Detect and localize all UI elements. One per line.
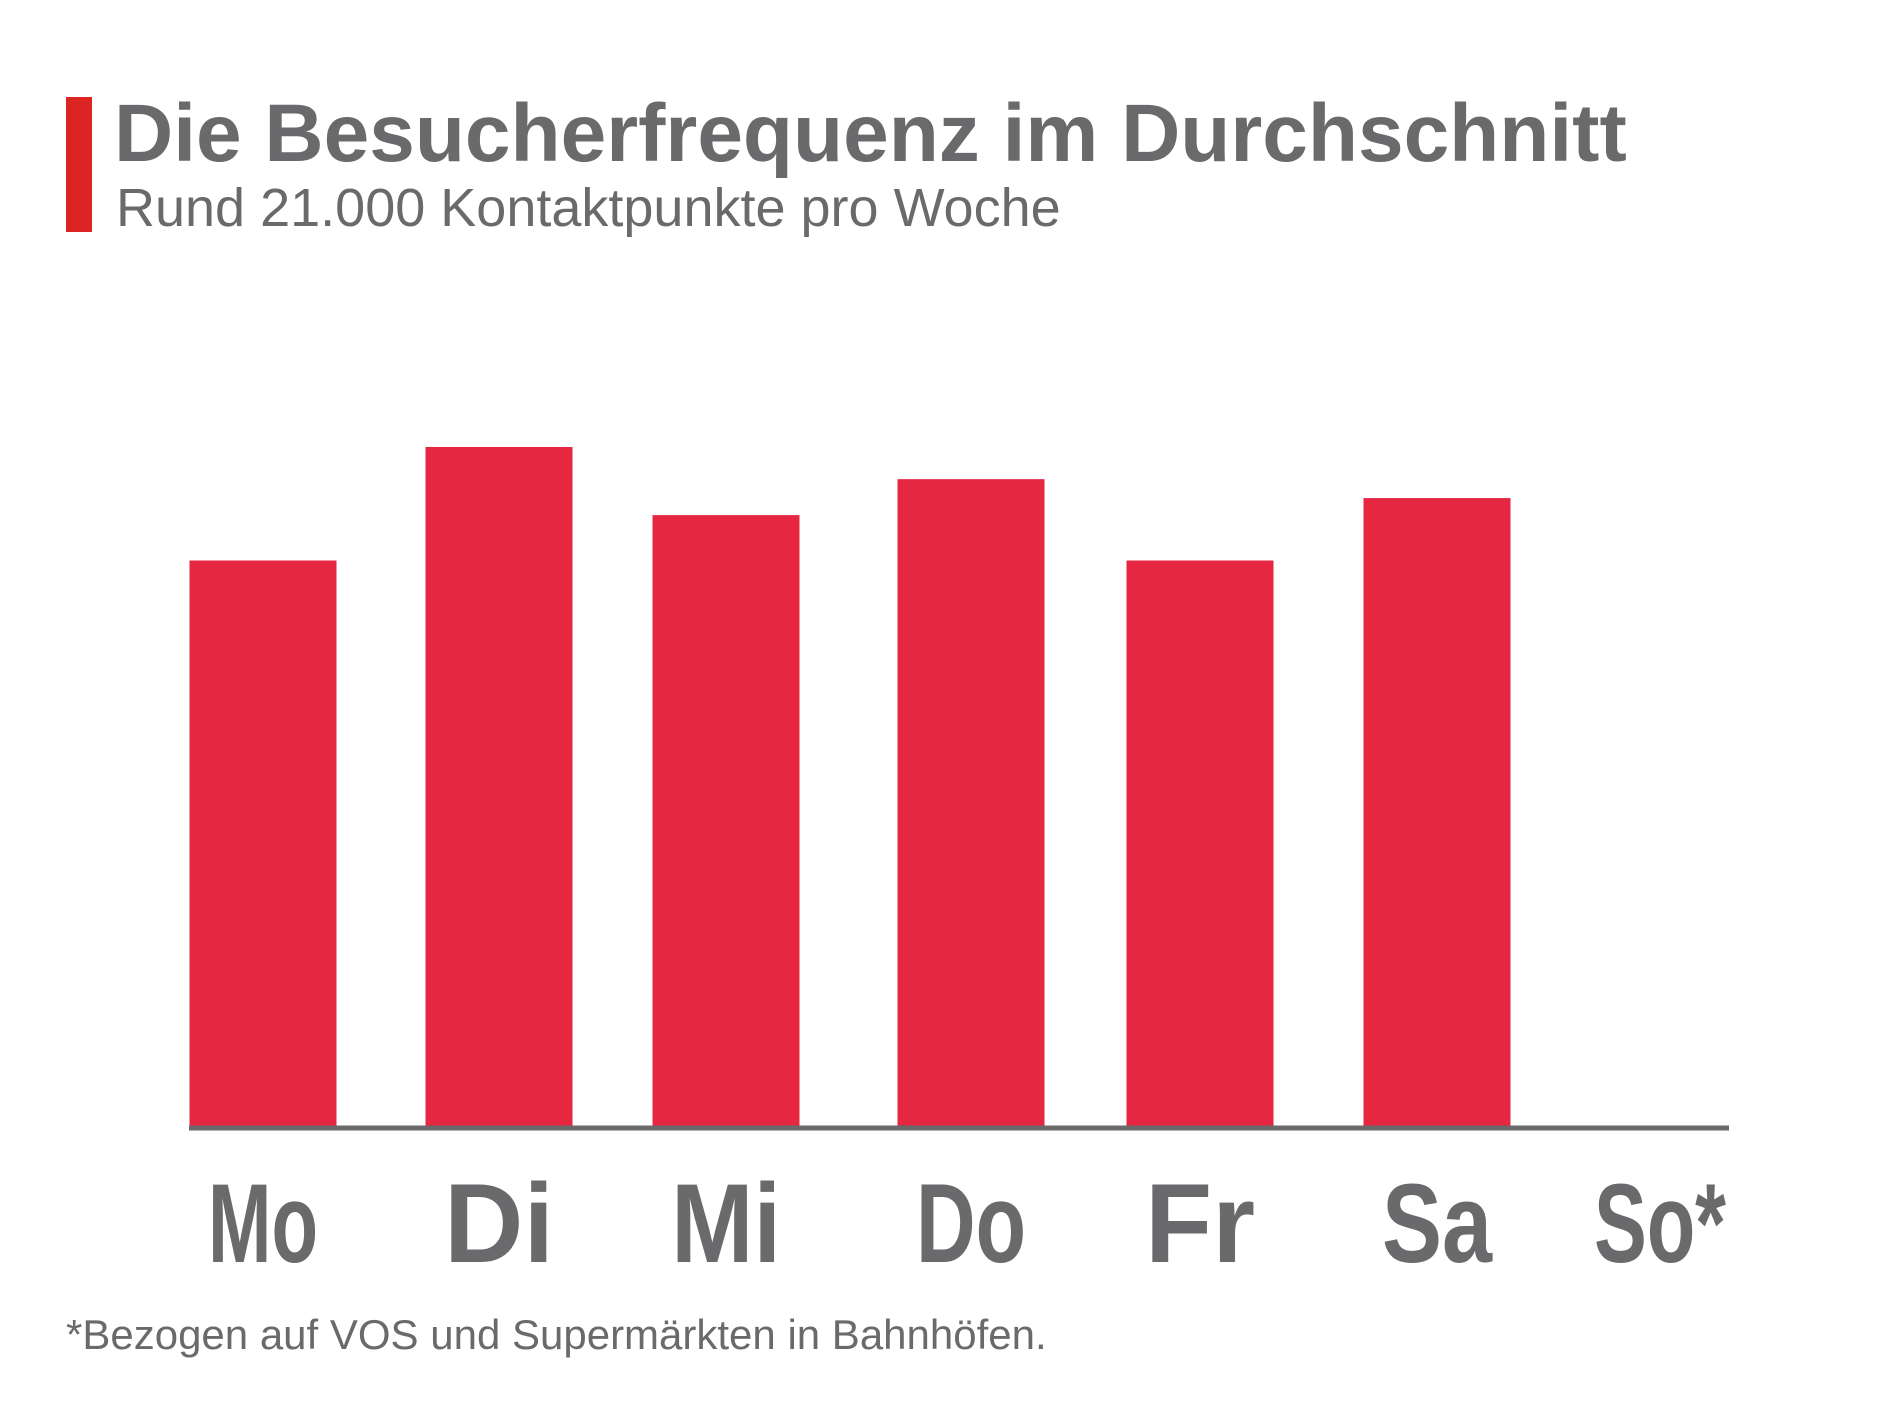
x-tick-label-di: Di [444,1161,554,1286]
chart-subtitle: Rund 21.000 Kontaktpunkte pro Woche [116,178,1061,238]
bars-group [189,447,1511,1128]
x-tick-label-mi: Mi [671,1161,781,1286]
x-tick-label-mo: Mo [208,1161,318,1286]
title-accent-bar [66,97,92,232]
x-tick-label-so: So* [1594,1161,1726,1286]
x-tick-label-do: Do [916,1161,1026,1286]
bar-mi [652,515,800,1128]
bar-do [897,479,1045,1128]
chart-title: Die Besucherfrequenz im Durchschnitt [114,88,1627,179]
x-tick-label-fr: Fr [1145,1161,1255,1286]
x-tick-label-sa: Sa [1382,1161,1493,1286]
category-labels-group: Mo Di Mi Do Fr Sa So* [208,1161,1726,1286]
footnote: *Bezogen auf VOS und Supermärkten in Bah… [66,1311,1047,1358]
bar-fr [1126,560,1274,1128]
bar-di [425,447,573,1128]
bar-mo [189,560,337,1128]
bar-sa [1363,498,1511,1128]
